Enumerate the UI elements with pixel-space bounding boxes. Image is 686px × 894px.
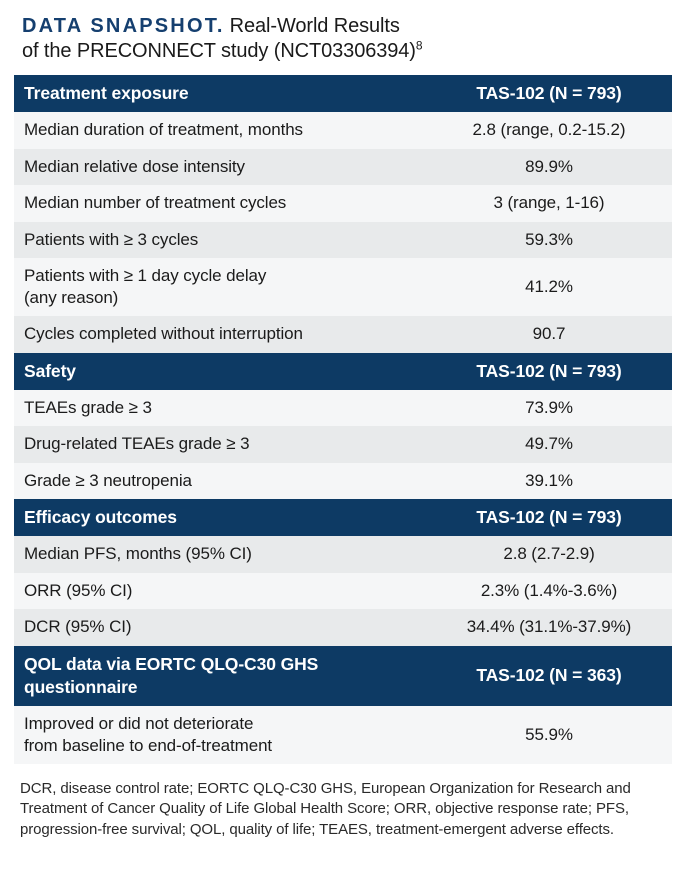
row-label: Patients with ≥ 3 cycles	[24, 229, 199, 249]
row-label: Median duration of treatment, months	[24, 120, 303, 140]
table-row: Patients with ≥ 3 cycles 59.3%	[14, 221, 672, 258]
row-label: ORR (95% CI)	[24, 580, 133, 600]
row-label: Median relative dose intensity	[24, 156, 245, 176]
row-value: 73.9%	[525, 397, 573, 417]
row-value: 41.2%	[525, 277, 573, 296]
row-label: Median PFS, months (95% CI)	[24, 544, 252, 564]
table-row: Median number of treatment cycles 3 (ran…	[14, 185, 672, 222]
title-accent: DATA SNAPSHOT.	[22, 15, 225, 37]
table-row: Grade ≥ 3 neutropenia 39.1%	[14, 462, 672, 499]
section-header-qol: QOL data via EORTC QLQ-C30 GHS questionn…	[14, 645, 672, 706]
section-header-safety: Safety TAS-102 (N = 793)	[14, 352, 672, 390]
row-value: 90.7	[532, 324, 566, 344]
table-row: TEAEs grade ≥ 3 73.9%	[14, 389, 672, 426]
data-table: Treatment exposure TAS-102 (N = 793) Med…	[14, 75, 672, 764]
table-row: ORR (95% CI) 2.3% (1.4%-3.6%)	[14, 572, 672, 609]
section-header-label: QOL data via EORTC QLQ-C30 GHS questionn…	[24, 653, 319, 697]
table-row: Patients with ≥ 1 day cycle delay (any r…	[14, 258, 672, 316]
row-label: Cycles completed without interruption	[24, 324, 303, 344]
row-label: Grade ≥ 3 neutropenia	[24, 470, 192, 490]
row-label: Median number of treatment cycles	[24, 193, 287, 213]
row-label: Drug-related TEAEs grade ≥ 3	[24, 434, 250, 454]
section-header-label: Safety	[24, 360, 76, 381]
row-value: 59.3%	[525, 229, 573, 249]
section-header-value: TAS-102 (N = 793)	[476, 83, 622, 103]
row-value: 39.1%	[525, 470, 573, 490]
title-text: Real-World Results of the PRECONNECT stu…	[22, 15, 416, 62]
row-value: 2.3% (1.4%-3.6%)	[480, 580, 618, 600]
row-value: 89.9%	[525, 156, 573, 176]
section-header-treatment-exposure: Treatment exposure TAS-102 (N = 793)	[14, 75, 672, 112]
section-header-efficacy-outcomes: Efficacy outcomes TAS-102 (N = 793)	[14, 499, 672, 536]
row-value: 34.4% (31.1%-37.9%)	[466, 617, 632, 637]
row-value: 55.9%	[525, 724, 573, 744]
title-reference-superscript: 8	[415, 38, 423, 53]
row-label: DCR (95% CI)	[24, 617, 132, 637]
section-header-label: Efficacy outcomes	[24, 507, 177, 527]
table-row: Median duration of treatment, months 2.8…	[14, 112, 672, 149]
row-label: TEAEs grade ≥ 3	[24, 397, 152, 417]
table-row: Median relative dose intensity 89.9%	[14, 148, 672, 185]
page-title: DATA SNAPSHOT. Real-World Results of the …	[22, 14, 442, 64]
row-label: Improved or did not deteriorate from bas…	[24, 713, 273, 755]
row-value: 2.8 (2.7-2.9)	[503, 544, 595, 564]
section-header-value: TAS-102 (N = 793)	[476, 360, 622, 381]
table-row: Improved or did not deteriorate from bas…	[14, 705, 672, 764]
table-row: Drug-related TEAEs grade ≥ 3 49.7%	[14, 426, 672, 463]
row-value: 3 (range, 1-16)	[493, 193, 605, 213]
table-row: DCR (95% CI) 34.4% (31.1%-37.9%)	[14, 609, 672, 646]
section-header-label: Treatment exposure	[24, 83, 189, 103]
row-value: 49.7%	[525, 434, 573, 454]
table-row: Cycles completed without interruption 90…	[14, 316, 672, 353]
section-header-value: TAS-102 (N = 793)	[476, 507, 622, 527]
section-header-value: TAS-102 (N = 363)	[476, 665, 622, 685]
page: DATA SNAPSHOT. Real-World Results of the …	[0, 14, 686, 894]
abbreviations-footnote: DCR, disease control rate; EORTC QLQ-C30…	[20, 779, 631, 838]
row-value: 2.8 (range, 0.2-15.2)	[472, 120, 626, 140]
table-row: Median PFS, months (95% CI) 2.8 (2.7-2.9…	[14, 536, 672, 573]
row-label: Patients with ≥ 1 day cycle delay (any r…	[24, 266, 267, 307]
